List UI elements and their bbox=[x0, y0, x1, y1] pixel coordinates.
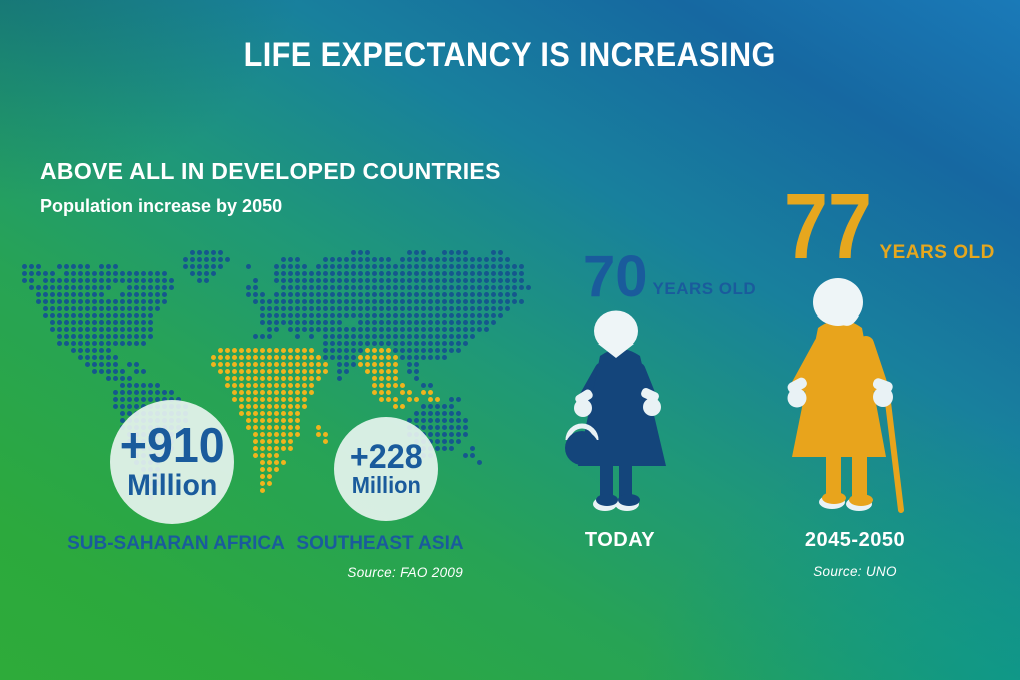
basket-icon bbox=[565, 431, 599, 465]
basket-handle bbox=[565, 423, 599, 441]
stat-circle-content: +910 Million bbox=[119, 419, 225, 503]
figures-source-text: Source: UNO bbox=[813, 564, 897, 579]
stat-circle-sub-saharan-africa: +910 Million bbox=[110, 400, 234, 524]
age-group-today: 70 YEARS OLD bbox=[583, 248, 756, 306]
age-value-today: 70 bbox=[583, 244, 648, 309]
region-label-sub-saharan-africa: SUB-SAHARAN AFRICA bbox=[67, 533, 285, 554]
elderly-woman-today-icon bbox=[565, 310, 666, 511]
stat-value-africa: +910 bbox=[119, 419, 225, 474]
white-hair-icon bbox=[813, 278, 863, 326]
elderly-woman-2045-icon bbox=[787, 278, 904, 513]
today-label: TODAY bbox=[584, 529, 656, 551]
age-value-2045: 77 bbox=[784, 174, 872, 278]
age-suffix-today: YEARS OLD bbox=[652, 279, 757, 298]
stat-circle-content: +228 Million bbox=[349, 437, 423, 499]
section-heading: ABOVE ALL IN DEVELOPED COUNTRIES bbox=[40, 158, 501, 184]
cane-icon bbox=[884, 391, 904, 513]
white-hair-icon bbox=[594, 310, 638, 352]
age-suffix-2045: YEARS OLD bbox=[879, 242, 995, 263]
map-source-text: Source: FAO 2009 bbox=[347, 565, 463, 580]
stat-circle-southeast-asia: +228 Million bbox=[334, 417, 438, 521]
period-label: 2045-2050 bbox=[804, 529, 906, 551]
region-label-southeast-asia: SOUTHEAST ASIA bbox=[296, 533, 464, 554]
world-dot-map bbox=[22, 250, 531, 506]
stat-unit-southeast-asia: Million bbox=[351, 472, 421, 499]
page-title-text: LIFE EXPECTANCY IS INCREASING bbox=[243, 36, 777, 74]
age-group-2045: 77 YEARS OLD bbox=[784, 180, 995, 273]
stat-unit-africa: Million bbox=[126, 469, 218, 503]
population-subheading: Population increase by 2050 bbox=[40, 196, 283, 216]
page-title: LIFE EXPECTANCY IS INCREASING bbox=[0, 36, 1020, 75]
stat-value-southeast-asia: +228 bbox=[349, 437, 423, 476]
